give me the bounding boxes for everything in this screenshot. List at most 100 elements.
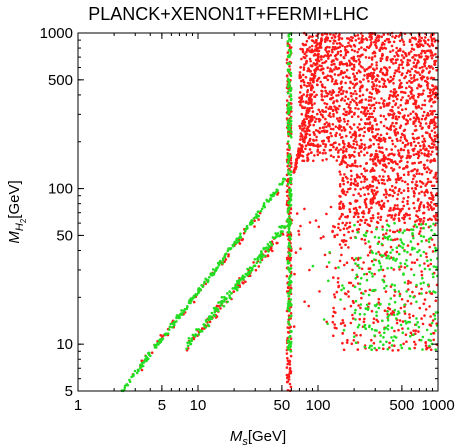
data-point [299, 127, 302, 130]
data-point [344, 62, 347, 66]
data-point [287, 54, 290, 58]
data-point [309, 59, 312, 63]
data-point [376, 179, 380, 182]
data-point [310, 93, 314, 96]
data-point [370, 112, 374, 115]
data-point [408, 313, 411, 316]
data-point [388, 101, 391, 105]
data-point [359, 118, 363, 121]
data-point [406, 327, 410, 330]
data-point [423, 167, 427, 171]
data-point [429, 109, 432, 113]
data-point [371, 87, 375, 91]
data-point [288, 270, 292, 274]
data-point [214, 269, 217, 272]
data-point [329, 132, 332, 135]
data-point [371, 76, 375, 80]
data-point [369, 199, 373, 203]
data-point [339, 50, 343, 53]
data-point [303, 106, 306, 110]
data-point [357, 227, 361, 231]
data-point [368, 44, 372, 48]
data-point [337, 226, 340, 230]
data-point [315, 117, 318, 121]
data-point [363, 126, 366, 129]
data-point [352, 72, 355, 76]
data-point [347, 41, 350, 45]
data-point [429, 332, 433, 336]
data-point [337, 266, 340, 269]
data-point [382, 33, 386, 36]
data-point [328, 148, 332, 152]
data-point [289, 354, 293, 358]
data-point [409, 281, 412, 284]
data-point [399, 147, 403, 151]
data-point [290, 330, 293, 333]
data-point [195, 328, 198, 331]
data-point [431, 194, 434, 198]
data-point [344, 113, 347, 117]
data-point [428, 290, 432, 293]
data-point [427, 144, 431, 148]
data-point [315, 135, 318, 139]
data-point [329, 67, 332, 70]
data-point [314, 129, 318, 132]
data-point [253, 225, 256, 228]
data-point [428, 245, 432, 249]
data-point [428, 171, 432, 175]
data-point [403, 76, 406, 80]
data-point [380, 43, 384, 47]
data-point [350, 94, 353, 98]
data-point [331, 123, 335, 126]
data-point [250, 268, 254, 272]
data-point [287, 208, 291, 211]
data-point [345, 147, 348, 151]
data-point [341, 221, 345, 225]
data-point [425, 239, 428, 242]
data-point [433, 100, 437, 104]
data-point [382, 159, 386, 163]
data-point [292, 325, 296, 328]
data-point [398, 166, 401, 169]
data-point [331, 50, 334, 54]
data-point [408, 320, 412, 324]
data-point [412, 140, 416, 144]
data-point [365, 231, 368, 234]
data-point [358, 206, 362, 209]
data-point [359, 194, 362, 198]
data-point [342, 182, 346, 186]
data-point [379, 68, 383, 71]
data-point [339, 125, 343, 128]
data-point [304, 43, 308, 46]
data-point [413, 74, 416, 77]
data-point [431, 208, 434, 211]
data-point [426, 166, 429, 169]
data-point [375, 101, 378, 104]
data-point [288, 254, 292, 258]
data-point [378, 331, 381, 334]
data-point [348, 59, 351, 63]
data-point [406, 63, 409, 67]
data-point [358, 89, 362, 93]
data-point [288, 363, 292, 366]
data-point [358, 266, 361, 270]
data-point [396, 93, 400, 97]
data-point [384, 196, 388, 199]
data-point [326, 78, 330, 82]
data-point [353, 161, 357, 164]
data-point [341, 139, 345, 143]
data-point [378, 175, 382, 178]
data-point [412, 273, 416, 277]
data-point [429, 236, 433, 240]
data-point [289, 337, 293, 341]
data-point [433, 232, 436, 236]
data-point [382, 175, 385, 178]
data-point [290, 161, 293, 165]
data-point [393, 221, 396, 225]
data-point [384, 47, 388, 50]
data-point [378, 80, 381, 83]
data-point [289, 94, 293, 98]
data-point [257, 265, 261, 268]
data-point [405, 340, 408, 344]
data-point [384, 188, 387, 192]
